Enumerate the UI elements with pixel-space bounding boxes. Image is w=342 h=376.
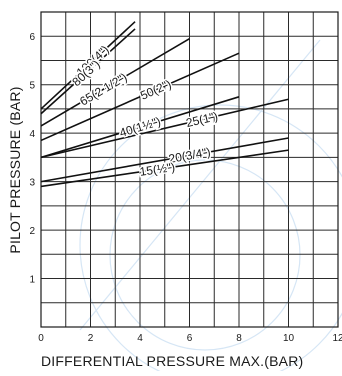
series-line-3 (40, 52, 240, 142)
plot-frame (40, 11, 339, 328)
x-tick-label: 12 (332, 333, 342, 344)
series-label-7: 15(½") (139, 160, 176, 179)
y-tick-label: 2 (29, 226, 35, 237)
watermark-stroke (79, 39, 321, 331)
series-line-6 (40, 137, 289, 183)
x-tick-label: 8 (236, 333, 242, 344)
series-line-2 (40, 37, 190, 127)
x-tick-label: 10 (283, 333, 295, 344)
y-tick-label: 3 (29, 178, 35, 189)
y-tick-label: 4 (29, 129, 35, 140)
series-line-7 (40, 149, 289, 188)
series-line-0 (40, 21, 136, 110)
series-labels: 100(4")80(3")65(2 1/2") 50(2")40(1½") 25(1… (68, 41, 221, 180)
watermark-graphic (79, 39, 342, 376)
y-axis-title: PILOT PRESSURE (BAR) (7, 86, 23, 253)
x-tick-label: 2 (88, 333, 94, 344)
series-label-3: 50(2") (138, 77, 173, 103)
series-line-4 (40, 96, 240, 159)
watermark-circle-outer (79, 104, 342, 376)
series-lines (40, 21, 289, 188)
x-tick-label: 4 (137, 333, 143, 344)
watermark-circle-inner (109, 159, 301, 351)
x-axis-title: DIFFERENTIAL PRESSURE MAX.(BAR) (41, 353, 303, 369)
series-line-5 (40, 98, 289, 159)
y-tick-label: 6 (29, 32, 35, 43)
series-line-1 (40, 28, 136, 115)
grid-lines (40, 11, 339, 328)
x-tick-label: 6 (187, 333, 193, 344)
x-tick-label: 0 (38, 333, 44, 344)
y-tick-label: 5 (29, 81, 35, 92)
y-tick-label: 1 (29, 275, 35, 286)
